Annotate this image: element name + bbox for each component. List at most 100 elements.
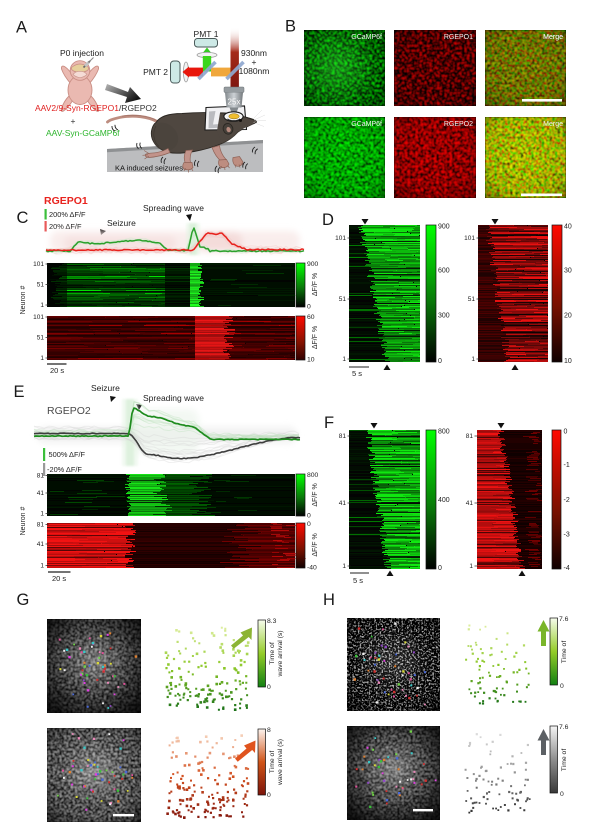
svg-text:0: 0 bbox=[564, 429, 568, 436]
svg-text:51: 51 bbox=[468, 296, 476, 303]
svg-text:930nm: 930nm bbox=[241, 48, 267, 58]
svg-text:25x: 25x bbox=[228, 98, 241, 107]
svg-text:1: 1 bbox=[40, 511, 44, 518]
svg-text:1: 1 bbox=[342, 356, 346, 363]
svg-text:20% ΔF/F: 20% ΔF/F bbox=[49, 222, 82, 231]
svg-text:0: 0 bbox=[267, 792, 271, 799]
svg-text:1: 1 bbox=[469, 563, 473, 570]
svg-text:1: 1 bbox=[471, 356, 475, 363]
svg-text:+: + bbox=[71, 116, 76, 126]
svg-text:1: 1 bbox=[40, 302, 44, 309]
svg-text:wave arrival (s): wave arrival (s) bbox=[277, 739, 284, 786]
svg-text:10: 10 bbox=[307, 356, 315, 363]
svg-text:900: 900 bbox=[307, 261, 319, 268]
svg-text:51: 51 bbox=[339, 296, 347, 303]
svg-text:AAV-Syn-GCaMP6f: AAV-Syn-GCaMP6f bbox=[46, 128, 120, 138]
svg-text:-20% ΔF/F: -20% ΔF/F bbox=[47, 465, 82, 474]
svg-text:-1: -1 bbox=[564, 462, 570, 469]
svg-text:101: 101 bbox=[33, 314, 44, 321]
svg-text:ΔF/F %: ΔF/F % bbox=[312, 273, 319, 296]
svg-text:A: A bbox=[16, 19, 27, 37]
svg-text:5 s: 5 s bbox=[353, 576, 363, 585]
svg-text:C: C bbox=[17, 209, 29, 227]
svg-text:81: 81 bbox=[37, 522, 45, 529]
svg-text:7.6: 7.6 bbox=[559, 724, 569, 731]
svg-text:Time of: Time of bbox=[269, 642, 276, 665]
svg-text:Spreading wave: Spreading wave bbox=[143, 203, 204, 213]
svg-text:8: 8 bbox=[267, 727, 271, 734]
svg-text:Merge: Merge bbox=[543, 34, 563, 41]
svg-text:P0 injection: P0 injection bbox=[60, 48, 104, 58]
svg-text:60: 60 bbox=[307, 314, 315, 321]
svg-text:400: 400 bbox=[438, 497, 450, 504]
svg-text:51: 51 bbox=[37, 335, 45, 342]
svg-text:81: 81 bbox=[466, 433, 474, 440]
svg-text:101: 101 bbox=[33, 261, 44, 268]
svg-text:41: 41 bbox=[466, 500, 474, 507]
svg-text:-3: -3 bbox=[564, 532, 570, 539]
svg-text:800: 800 bbox=[307, 472, 319, 479]
svg-text:-4: -4 bbox=[564, 565, 570, 572]
svg-text:Time of: Time of bbox=[269, 751, 276, 774]
svg-text:0: 0 bbox=[307, 303, 311, 310]
svg-text:600: 600 bbox=[438, 268, 450, 275]
svg-text:D: D bbox=[322, 211, 334, 229]
svg-text:101: 101 bbox=[464, 235, 475, 242]
svg-text:300: 300 bbox=[438, 313, 450, 320]
svg-text:Seizure: Seizure bbox=[107, 218, 136, 228]
svg-text:Seizure: Seizure bbox=[91, 383, 120, 393]
svg-text:500% ΔF/F: 500% ΔF/F bbox=[49, 450, 86, 459]
svg-text:Merge: Merge bbox=[543, 121, 563, 128]
svg-text:7.6: 7.6 bbox=[559, 616, 569, 623]
svg-text:Neuron #: Neuron # bbox=[20, 506, 27, 535]
svg-text:PMT 2: PMT 2 bbox=[143, 67, 168, 77]
svg-text:ΔF/F %: ΔF/F % bbox=[312, 483, 319, 506]
svg-text:0: 0 bbox=[438, 358, 442, 365]
svg-text:G: G bbox=[17, 591, 30, 609]
svg-text:5 s: 5 s bbox=[352, 369, 362, 378]
svg-text:Time of: Time of bbox=[561, 641, 568, 664]
svg-text:wave arrival (s): wave arrival (s) bbox=[277, 630, 284, 677]
svg-text:Time of: Time of bbox=[561, 749, 568, 772]
svg-text:ΔF/F %: ΔF/F % bbox=[312, 533, 319, 556]
svg-text:Merge: Merge bbox=[543, 34, 563, 41]
svg-text:40: 40 bbox=[564, 224, 572, 231]
svg-text:H: H bbox=[323, 591, 335, 609]
svg-text:-40: -40 bbox=[307, 564, 317, 571]
svg-text:41: 41 bbox=[37, 541, 45, 548]
svg-text:RGEPO1: RGEPO1 bbox=[44, 195, 88, 207]
svg-text:0: 0 bbox=[267, 684, 271, 691]
svg-text:B: B bbox=[285, 18, 296, 36]
svg-text:PMT 1: PMT 1 bbox=[194, 29, 219, 39]
svg-text:GCaMP6f: GCaMP6f bbox=[351, 121, 382, 128]
svg-text:101: 101 bbox=[335, 235, 346, 242]
svg-text:0: 0 bbox=[560, 791, 564, 798]
svg-text:800: 800 bbox=[438, 429, 450, 436]
svg-text:AAV2/9-Syn-RGEPO1/RGEPO2: AAV2/9-Syn-RGEPO1/RGEPO2 bbox=[35, 103, 157, 113]
svg-text:1: 1 bbox=[342, 563, 346, 570]
svg-text:-2: -2 bbox=[564, 497, 570, 504]
svg-text:200% ΔF/F: 200% ΔF/F bbox=[49, 210, 86, 219]
svg-text:20 s: 20 s bbox=[52, 574, 66, 583]
svg-text:51: 51 bbox=[37, 282, 45, 289]
svg-text:81: 81 bbox=[37, 473, 45, 480]
svg-text:RGEPO2: RGEPO2 bbox=[47, 405, 91, 417]
svg-text:0: 0 bbox=[307, 512, 311, 519]
svg-text:E: E bbox=[14, 383, 25, 401]
svg-text:20: 20 bbox=[564, 313, 572, 320]
svg-text:0: 0 bbox=[307, 521, 311, 528]
svg-text:8.3: 8.3 bbox=[267, 618, 277, 625]
svg-text:GCaMP6f: GCaMP6f bbox=[351, 34, 382, 41]
svg-text:900: 900 bbox=[438, 224, 450, 231]
svg-text:1: 1 bbox=[40, 355, 44, 362]
svg-text:Spreading wave: Spreading wave bbox=[143, 393, 204, 403]
svg-text:81: 81 bbox=[339, 433, 347, 440]
svg-text:30: 30 bbox=[564, 268, 572, 275]
svg-text:20 s: 20 s bbox=[50, 366, 64, 375]
svg-text:1: 1 bbox=[40, 563, 44, 570]
svg-text:KA induced seizures: KA induced seizures bbox=[115, 164, 183, 173]
svg-text:0: 0 bbox=[560, 683, 564, 690]
svg-text:Neuron #: Neuron # bbox=[20, 285, 27, 314]
svg-text:F: F bbox=[324, 414, 334, 432]
svg-text:0: 0 bbox=[438, 565, 442, 572]
